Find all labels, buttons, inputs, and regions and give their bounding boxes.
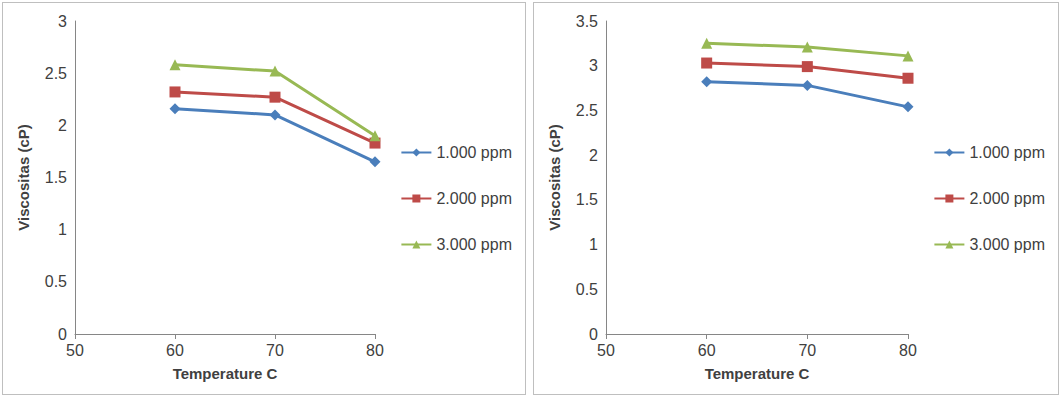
svg-text:80: 80 xyxy=(366,342,384,359)
svg-text:60: 60 xyxy=(698,342,716,359)
svg-text:3.5: 3.5 xyxy=(576,13,598,30)
svg-text:1.000 ppm: 1.000 ppm xyxy=(436,144,512,161)
svg-text:0: 0 xyxy=(58,326,67,343)
svg-text:2: 2 xyxy=(589,147,598,164)
svg-text:1.5: 1.5 xyxy=(576,191,598,208)
svg-text:0.5: 0.5 xyxy=(45,273,67,290)
svg-text:2.000 ppm: 2.000 ppm xyxy=(436,190,512,207)
svg-text:1: 1 xyxy=(58,221,67,238)
svg-text:50: 50 xyxy=(597,342,615,359)
svg-text:2.000 ppm: 2.000 ppm xyxy=(969,190,1045,207)
svg-text:2.5: 2.5 xyxy=(45,65,67,82)
svg-text:60: 60 xyxy=(166,342,184,359)
svg-text:2: 2 xyxy=(58,117,67,134)
svg-text:2.5: 2.5 xyxy=(576,102,598,119)
svg-text:70: 70 xyxy=(266,342,284,359)
svg-text:Viscositas (cP): Viscositas (cP) xyxy=(546,124,563,230)
svg-text:0.5: 0.5 xyxy=(576,281,598,298)
svg-text:1.5: 1.5 xyxy=(45,169,67,186)
svg-text:70: 70 xyxy=(798,342,816,359)
svg-text:Temperature C: Temperature C xyxy=(705,365,810,382)
svg-text:80: 80 xyxy=(899,342,917,359)
svg-text:0: 0 xyxy=(589,326,598,343)
svg-text:3.000 ppm: 3.000 ppm xyxy=(969,236,1045,253)
svg-text:1.000 ppm: 1.000 ppm xyxy=(969,144,1045,161)
svg-text:3: 3 xyxy=(589,57,598,74)
svg-text:Viscositas (cP): Viscositas (cP) xyxy=(15,124,32,230)
svg-text:1: 1 xyxy=(589,236,598,253)
svg-text:3: 3 xyxy=(58,13,67,30)
svg-text:3.000 ppm: 3.000 ppm xyxy=(436,236,512,253)
svg-text:50: 50 xyxy=(66,342,84,359)
svg-text:Temperature C: Temperature C xyxy=(173,365,278,382)
